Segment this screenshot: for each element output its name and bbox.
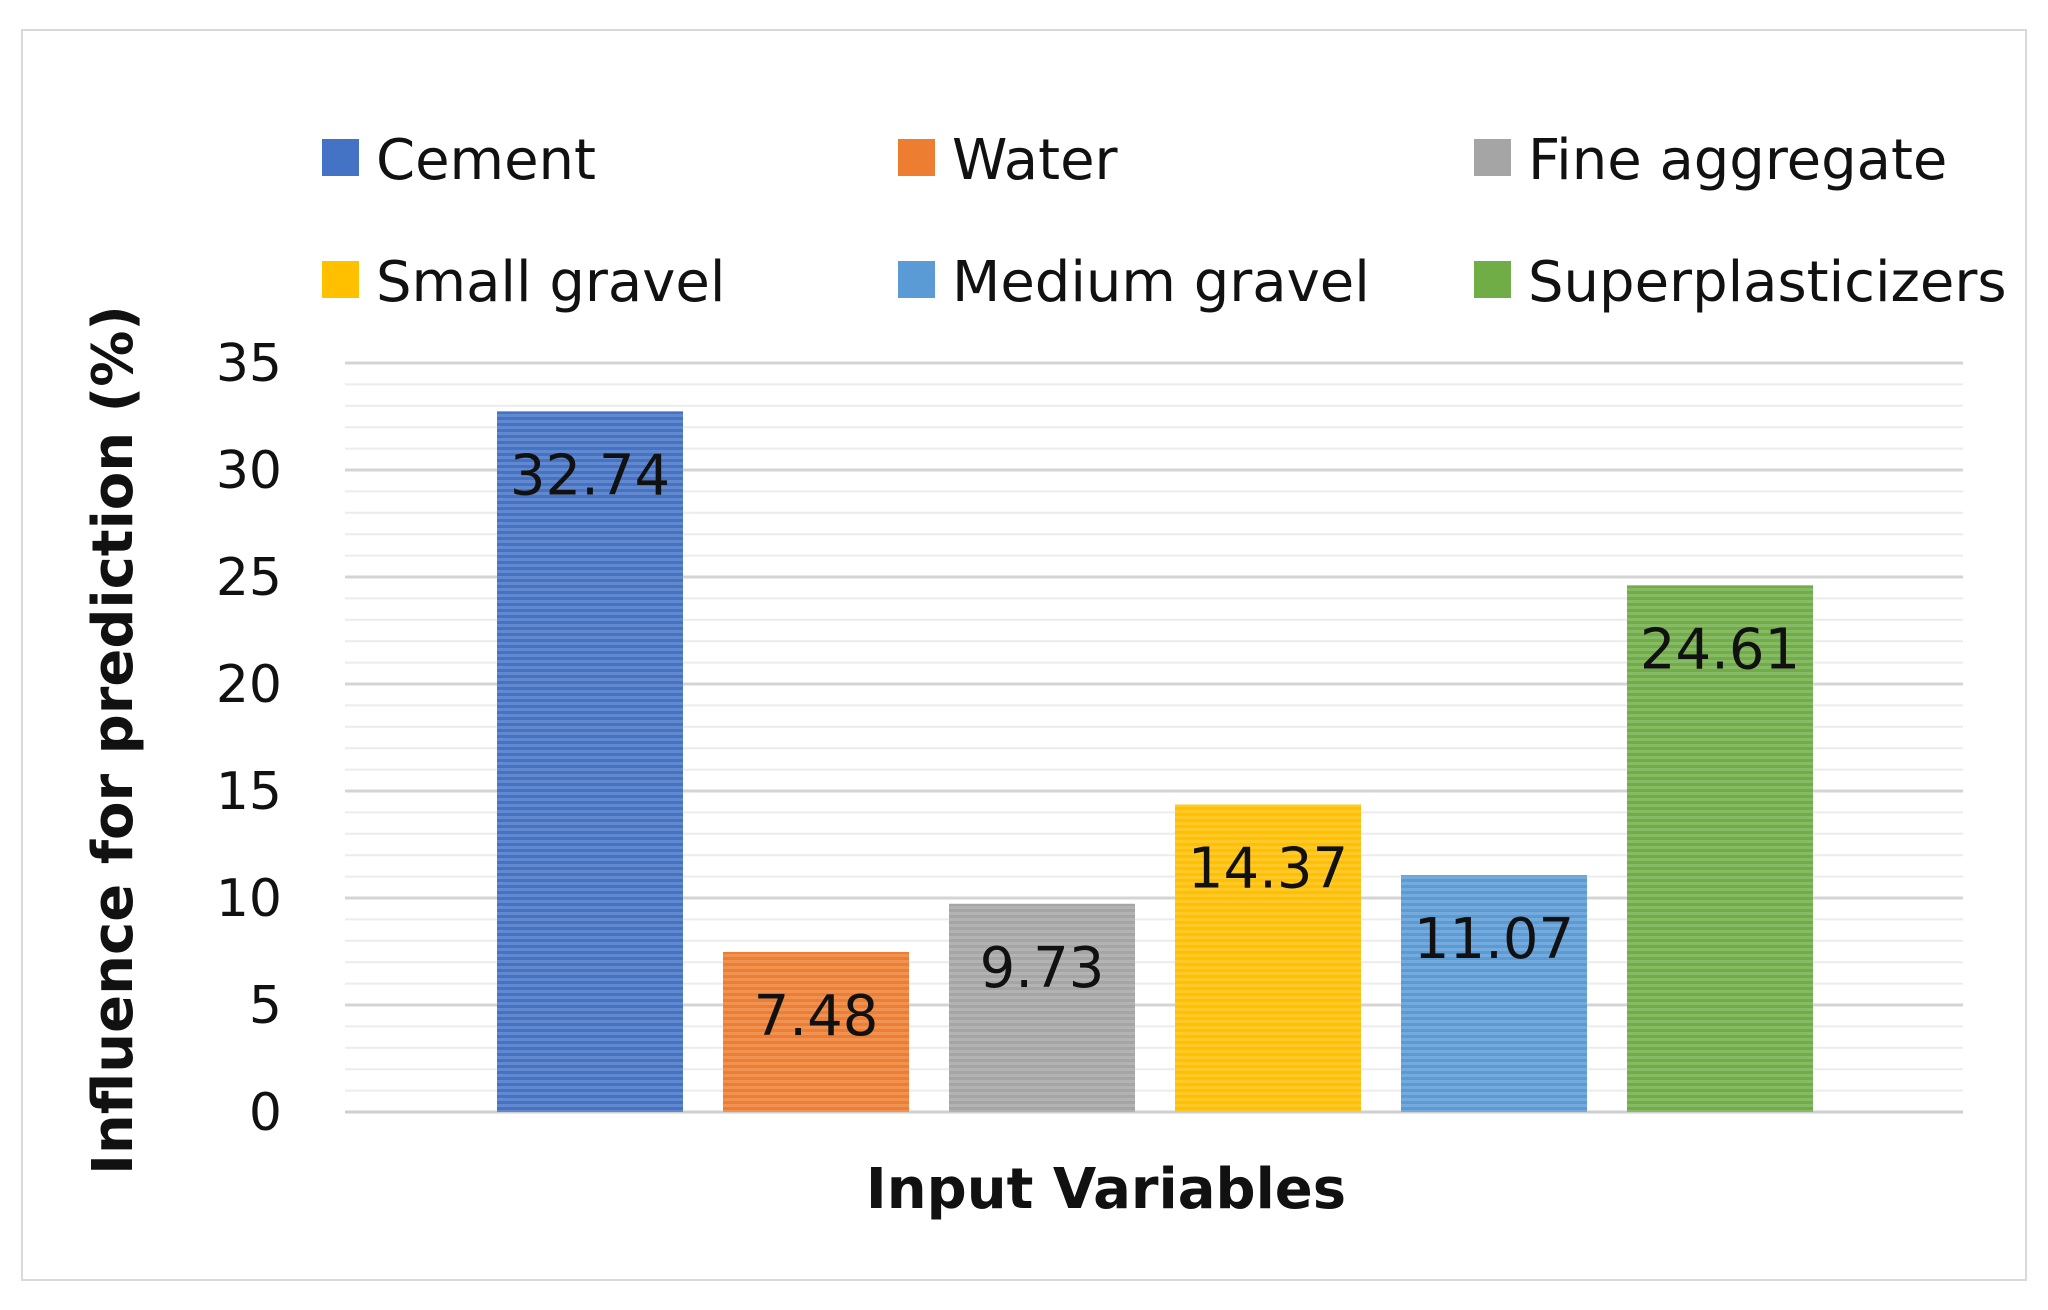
y-tick-label: 35 (216, 334, 282, 394)
legend-swatch (1474, 261, 1511, 298)
data-label: 24.61 (1640, 617, 1800, 682)
y-tick-label: 30 (216, 441, 282, 501)
bar-texture (1401, 875, 1587, 1112)
legend: Cement Water Fine aggregate Small gravel Med… (322, 128, 2007, 315)
legend-item: Fine aggregate (1474, 128, 1947, 193)
bar-group: 11.07 (1401, 875, 1587, 1112)
bar-texture (1627, 585, 1813, 1112)
bar-texture (949, 903, 1135, 1112)
legend-swatch (322, 139, 359, 176)
data-label: 11.07 (1414, 907, 1574, 972)
legend-swatch (322, 261, 359, 298)
bar-group: 9.73 (949, 903, 1135, 1112)
bar-texture (1175, 804, 1361, 1112)
legend-swatch (898, 261, 935, 298)
legend-label: Small gravel (376, 250, 725, 315)
data-label: 32.74 (510, 443, 670, 508)
legend-item: Water (898, 128, 1119, 193)
bar-group: 14.37 (1175, 804, 1361, 1112)
data-label: 7.48 (754, 984, 879, 1049)
legend-item: Cement (322, 128, 596, 193)
legend-swatch (1474, 139, 1511, 176)
y-axis-ticks: 0 5 10 15 20 25 30 35 (216, 334, 282, 1143)
x-axis-title: Input Variables (866, 1157, 1346, 1222)
legend-item: Superplasticizers (1474, 250, 2007, 315)
y-axis-title: Influence for prediction (%) (81, 305, 146, 1175)
y-tick-label: 10 (216, 869, 282, 929)
y-tick-label: 25 (216, 548, 282, 608)
legend-swatch (898, 139, 935, 176)
y-tick-label: 0 (249, 1083, 282, 1143)
legend-label: Cement (376, 128, 596, 193)
y-tick-label: 15 (216, 762, 282, 822)
data-label: 9.73 (980, 936, 1105, 1001)
y-tick-label: 5 (249, 976, 282, 1036)
bar-texture (497, 411, 683, 1112)
legend-label: Fine aggregate (1528, 128, 1947, 193)
legend-item: Medium gravel (898, 250, 1370, 315)
y-tick-label: 20 (216, 655, 282, 715)
bar-texture (723, 951, 909, 1112)
legend-label: Water (952, 128, 1119, 193)
data-label: 14.37 (1188, 836, 1348, 901)
bars: 32.74 7.48 9.73 14.37 11.07 24.61 (497, 411, 1813, 1112)
legend-item: Small gravel (322, 250, 725, 315)
legend-label: Medium gravel (952, 250, 1370, 315)
bar-group: 24.61 (1627, 585, 1813, 1112)
legend-label: Superplasticizers (1528, 250, 2007, 315)
bar-group: 7.48 (723, 951, 909, 1112)
bar-group: 32.74 (497, 411, 683, 1112)
